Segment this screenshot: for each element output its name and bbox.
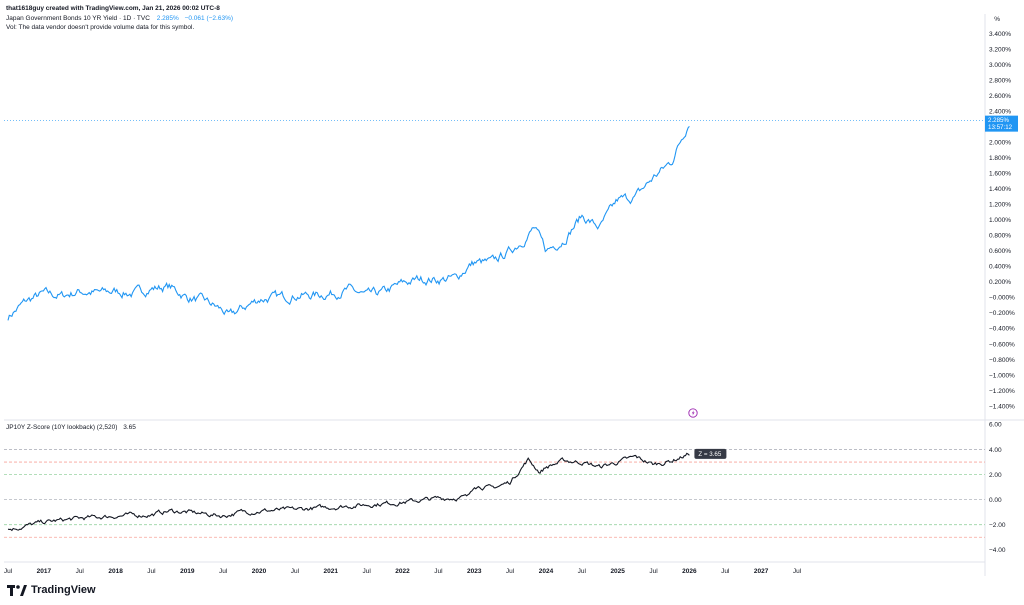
- current-price-tag: [985, 115, 1018, 132]
- price-tick-label: 0.800%: [989, 233, 1011, 240]
- time-tick-label: 2026: [682, 568, 697, 575]
- time-tick-label: 2021: [324, 568, 339, 575]
- symbol-legend[interactable]: Japan Government Bonds 10 YR Yield · 1D …: [6, 15, 233, 22]
- price-tick-label: 3.400%: [989, 31, 1011, 38]
- symbol-legend-change: −0.061 (−2.63%): [184, 15, 234, 22]
- time-tick-label: Jul: [793, 568, 802, 575]
- time-tick-label: Jul: [721, 568, 730, 575]
- time-tick-label: Jul: [434, 568, 443, 575]
- brand-name: TradingView: [31, 584, 96, 596]
- tradingview-logo-icon: [7, 584, 27, 596]
- price-tick-label: 1.200%: [989, 202, 1011, 209]
- time-tick-label: 2027: [754, 568, 769, 575]
- price-tick-label: −0.000%: [989, 295, 1015, 302]
- price-tick-label: 1.600%: [989, 171, 1011, 178]
- brand-logo[interactable]: TradingView: [7, 584, 96, 596]
- price-tick-label: 1.400%: [989, 186, 1011, 193]
- price-tick-label: 2.000%: [989, 140, 1011, 147]
- attribution-text: that1618guy created with TradingView.com…: [6, 5, 220, 12]
- time-tick-label: 2023: [467, 568, 482, 575]
- zscore-legend-title: JP10Y Z-Score (10Y lookback) (2,520): [6, 424, 118, 431]
- zscore-tick-label: 0.00: [989, 497, 1002, 504]
- price-tick-label: 1.800%: [989, 155, 1011, 162]
- time-tick-label: Jul: [4, 568, 13, 575]
- time-tick-label: 2025: [610, 568, 625, 575]
- time-tick-label: 2017: [37, 568, 52, 575]
- price-tick-label: 0.600%: [989, 248, 1011, 255]
- price-tick-label: 2.400%: [989, 109, 1011, 116]
- zscore-tick-label: 2.00: [989, 472, 1002, 479]
- yield-series-line: [7, 126, 690, 321]
- price-tick-label: −1.200%: [989, 388, 1015, 395]
- price-tick-label: 3.000%: [989, 62, 1011, 69]
- price-tick-label: −0.800%: [989, 357, 1015, 364]
- zscore-tick-label: −4.00: [989, 547, 1006, 554]
- price-tick-label: 1.000%: [989, 217, 1011, 224]
- zscore-value-tag: [694, 448, 727, 459]
- price-tick-label: 3.200%: [989, 46, 1011, 53]
- zscore-value-tag-text: Z = 3.65: [698, 451, 721, 458]
- time-tick-label: 2018: [108, 568, 123, 575]
- zscore-tick-label: −2.00: [989, 522, 1006, 529]
- time-tick-label: Jul: [506, 568, 515, 575]
- time-tick-label: Jul: [147, 568, 156, 575]
- time-tick-label: Jul: [219, 568, 228, 575]
- zscore-tick-label: 6.00: [989, 422, 1002, 429]
- current-price-tag-countdown: 13:57:12: [988, 124, 1013, 131]
- zscore-legend[interactable]: JP10Y Z-Score (10Y lookback) (2,520) 3.6…: [6, 424, 136, 431]
- price-tick-label: −0.400%: [989, 326, 1015, 333]
- time-tick-label: 2024: [539, 568, 554, 575]
- price-tick-label: −0.200%: [989, 310, 1015, 317]
- price-tick-label: 0.200%: [989, 279, 1011, 286]
- time-tick-label: 2019: [180, 568, 195, 575]
- time-tick-label: 2022: [395, 568, 410, 575]
- zscore-series-line: [7, 452, 690, 532]
- price-tick-label: 0.400%: [989, 264, 1011, 271]
- time-tick-label: 2020: [252, 568, 267, 575]
- volume-note: Vol: The data vendor doesn't provide vol…: [6, 24, 195, 31]
- current-price-tag-value: 2.285%: [988, 117, 1009, 124]
- time-tick-label: Jul: [291, 568, 300, 575]
- price-tick-label: 2.800%: [989, 78, 1011, 85]
- price-tick-label: −1.000%: [989, 372, 1015, 379]
- price-tick-label: 2.600%: [989, 93, 1011, 100]
- time-tick-label: Jul: [578, 568, 587, 575]
- price-axis-unit: %: [994, 16, 1000, 23]
- time-tick-label: Jul: [362, 568, 371, 575]
- time-tick-label: Jul: [649, 568, 658, 575]
- price-tick-label: −0.600%: [989, 341, 1015, 348]
- symbol-legend-title: Japan Government Bonds 10 YR Yield · 1D …: [6, 15, 150, 22]
- price-tick-label: −1.400%: [989, 403, 1015, 410]
- time-tick-label: Jul: [76, 568, 85, 575]
- zscore-tick-label: 4.00: [989, 447, 1002, 454]
- event-marker-icon: [688, 408, 698, 418]
- symbol-legend-value: 2.285%: [156, 15, 179, 22]
- zscore-legend-value: 3.65: [123, 424, 136, 431]
